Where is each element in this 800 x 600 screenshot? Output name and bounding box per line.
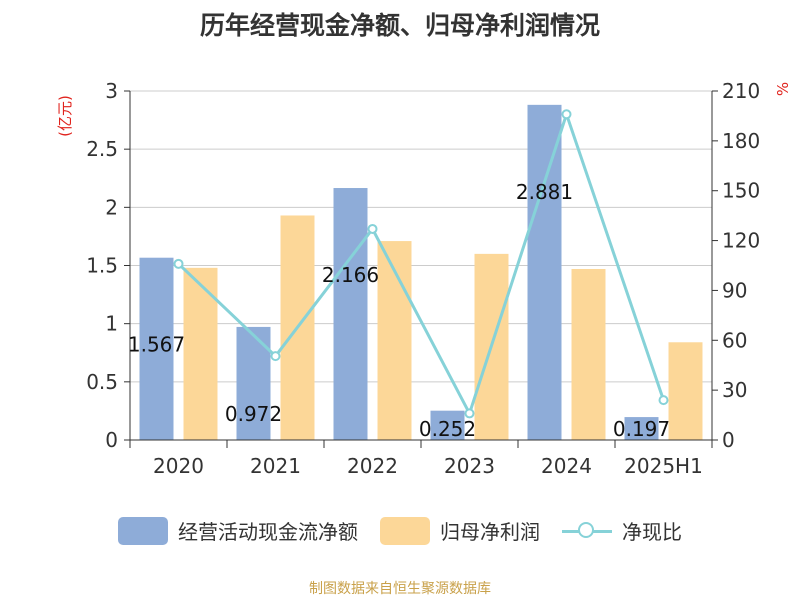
right-tick-label: 30	[722, 378, 747, 402]
right-axis-unit-label: %	[774, 82, 792, 96]
ratio-point	[561, 109, 572, 120]
legend-item-cash-flow[interactable]: 经营活动现金流净额	[118, 516, 358, 545]
net-profit-bar	[377, 241, 412, 440]
left-tick-label: 0	[105, 428, 118, 452]
left-axis-unit-label: (亿元)	[56, 95, 74, 137]
cash-flow-bar	[139, 257, 174, 440]
chart-title: 历年经营现金净额、归母净利润情况	[199, 11, 600, 40]
ratio-point	[658, 395, 669, 406]
left-tick-label: 1.5	[86, 254, 118, 278]
bars	[139, 104, 703, 441]
net-profit-swatch	[380, 516, 430, 545]
cash-flow-data-label: 2.166	[322, 263, 379, 287]
right-tick-label: 210	[722, 79, 760, 103]
cash-flow-bar	[333, 188, 368, 440]
source-note: 制图数据来自恒生聚源数据库	[309, 581, 491, 597]
left-tick-label: 3	[105, 79, 118, 103]
ratio-point	[464, 408, 475, 419]
cash-flow-bar	[430, 410, 465, 440]
x-tick-label: 2024	[541, 454, 592, 478]
cash-flow-swatch	[118, 516, 168, 545]
cash-flow-data-label: 0.197	[613, 417, 670, 441]
net-profit-bar	[571, 268, 606, 440]
x-tick-label: 2022	[347, 454, 398, 478]
x-tick-label: 2023	[444, 454, 495, 478]
cash-flow-data-label: 0.252	[419, 417, 476, 441]
ratio-point	[173, 258, 184, 269]
right-tick-label: 0	[722, 428, 735, 452]
net-profit-bar	[668, 342, 703, 440]
left-tick-label: 1	[105, 312, 118, 336]
net-profit-bar	[183, 267, 218, 440]
legend-label-ratio: 净现比	[622, 520, 682, 544]
right-tick-label: 150	[722, 179, 760, 203]
right-tick-label: 180	[722, 129, 760, 153]
cash-flow-bar	[624, 417, 659, 440]
right-tick-label: 60	[722, 328, 747, 352]
legend: 经营活动现金流净额 归母净利润 净现比	[0, 516, 800, 545]
ratio-point	[270, 351, 281, 362]
legend-item-net-profit[interactable]: 归母净利润	[380, 516, 540, 545]
cash-flow-bar	[527, 104, 562, 441]
x-tick-label: 2025H1	[624, 454, 703, 478]
ratio-point	[367, 223, 378, 234]
right-tick-label: 90	[722, 278, 747, 302]
axes: 00.511.522.530306090120150180210(亿元)%202…	[56, 79, 792, 478]
ratio-swatch	[562, 517, 612, 545]
legend-label-net-profit: 归母净利润	[440, 520, 540, 544]
left-tick-label: 0.5	[86, 370, 118, 394]
legend-label-cash-flow: 经营活动现金流净额	[178, 520, 358, 544]
x-tick-label: 2021	[250, 454, 301, 478]
legend-item-ratio[interactable]: 净现比	[562, 516, 682, 545]
left-tick-label: 2	[105, 195, 118, 219]
data-labels: 1.567 0.972 2.166 0.252 2.881 0.197	[128, 180, 670, 441]
cash-flow-data-label: 0.972	[225, 402, 282, 426]
ratio-line	[173, 109, 669, 419]
ratio-line-path	[177, 109, 665, 418]
cash-flow-data-label: 2.881	[516, 180, 573, 204]
right-tick-label: 120	[722, 229, 760, 253]
cash-flow-data-label: 1.567	[128, 333, 185, 357]
left-tick-label: 2.5	[86, 137, 118, 161]
x-tick-label: 2020	[153, 454, 204, 478]
